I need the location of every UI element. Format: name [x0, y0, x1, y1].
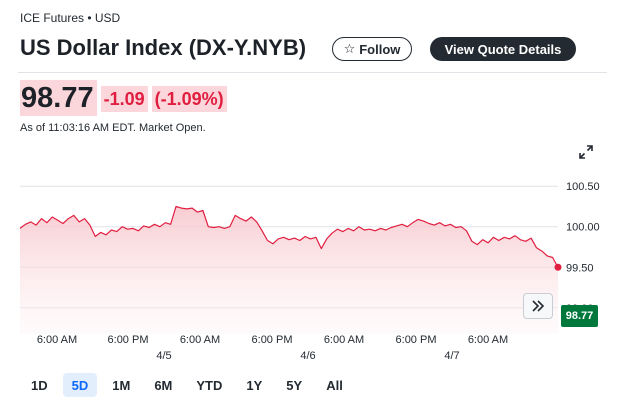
range-tab-1d[interactable]: 1D	[31, 377, 48, 393]
x-date-label: 4/7	[444, 350, 459, 362]
chart-next-button[interactable]	[523, 293, 553, 319]
y-tick-label: 99.50	[566, 262, 594, 274]
follow-button[interactable]: ☆ Follow	[332, 37, 412, 61]
x-tick-label: 6:00 PM	[396, 334, 437, 346]
x-tick-label: 6:00 PM	[108, 334, 149, 346]
y-tick-label: 100.50	[566, 181, 600, 193]
x-date-label: 4/5	[156, 350, 171, 362]
x-tick-label: 6:00 AM	[324, 334, 364, 346]
time-range-selector: 1D 5D 1M 6M YTD 1Y 5Y All	[22, 373, 352, 397]
x-date-label: 4/6	[300, 350, 315, 362]
current-price-tag: 98.77	[561, 305, 598, 327]
price-change: -1.09	[100, 86, 148, 112]
x-tick-label: 6:00 AM	[180, 334, 220, 346]
range-tab-ytd[interactable]: YTD	[196, 377, 223, 393]
expand-icon[interactable]	[578, 144, 594, 160]
quote-price-row: 98.77 -1.09 (-1.09%)	[20, 80, 227, 116]
range-tab-5d[interactable]: 5D	[62, 373, 98, 397]
x-tick-label: 6:00 AM	[37, 334, 77, 346]
page-title: US Dollar Index (DX-Y.NYB)	[20, 35, 307, 60]
price-change-percent: (-1.09%)	[151, 86, 227, 112]
range-tab-all[interactable]: All	[326, 377, 343, 393]
x-tick-label: 6:00 PM	[252, 334, 293, 346]
x-tick-label: 6:00 AM	[468, 334, 508, 346]
quote-timestamp: As of 11:03:16 AM EDT. Market Open.	[20, 122, 206, 134]
price-line	[19, 205, 559, 268]
current-price: 98.77	[20, 80, 97, 116]
follow-label: Follow	[359, 41, 401, 57]
header-divider	[18, 72, 607, 73]
range-tab-6m[interactable]: 6M	[154, 377, 173, 393]
price-area	[20, 206, 558, 334]
double-chevron-right-icon	[532, 300, 545, 312]
view-quote-details-button[interactable]: View Quote Details	[430, 37, 576, 61]
star-icon: ☆	[343, 41, 356, 56]
range-tab-1y[interactable]: 1Y	[246, 377, 263, 393]
range-tab-1m[interactable]: 1M	[112, 377, 131, 393]
range-tab-5y[interactable]: 5Y	[286, 377, 303, 393]
last-price-point	[554, 263, 562, 271]
y-tick-label: 100.00	[566, 222, 600, 234]
exchange-label: ICE Futures • USD	[20, 11, 121, 25]
